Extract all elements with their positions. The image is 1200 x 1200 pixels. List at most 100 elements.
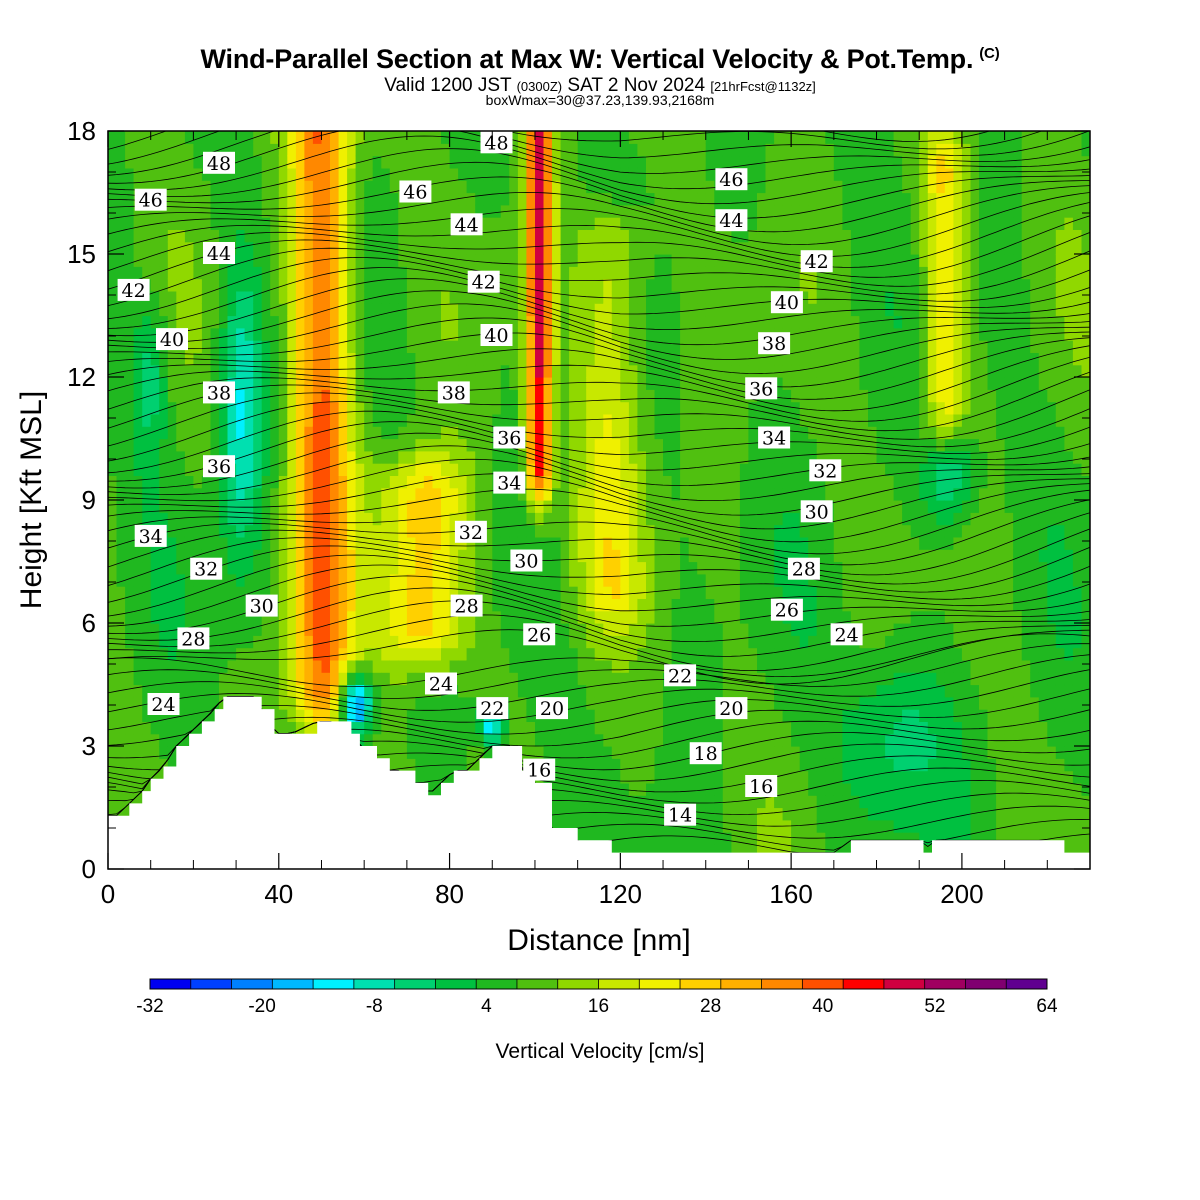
velocity-cell — [176, 500, 186, 513]
velocity-cell — [398, 598, 408, 612]
velocity-cell — [432, 143, 442, 157]
velocity-cell — [253, 217, 263, 230]
velocity-cell — [261, 303, 271, 317]
velocity-cell — [697, 364, 707, 378]
velocity-cell — [611, 229, 621, 243]
velocity-cell — [108, 364, 118, 378]
velocity-cell — [176, 229, 186, 243]
velocity-cell — [705, 290, 715, 304]
velocity-cell — [304, 204, 314, 218]
velocity-cell — [449, 266, 459, 280]
velocity-cell — [663, 721, 673, 735]
velocity-cell — [560, 573, 570, 587]
velocity-cell — [483, 352, 493, 366]
velocity-cell — [748, 278, 758, 292]
velocity-cell — [347, 561, 357, 575]
velocity-cell — [697, 131, 707, 144]
velocity-cell — [278, 290, 288, 304]
velocity-cell — [261, 254, 271, 267]
velocity-cell — [569, 401, 579, 415]
velocity-cell — [774, 733, 784, 747]
velocity-cell — [227, 647, 237, 661]
velocity-cell — [611, 746, 621, 759]
velocity-cell — [791, 586, 801, 599]
velocity-cell — [432, 254, 442, 267]
velocity-cell — [184, 143, 194, 157]
velocity-cell — [355, 241, 365, 255]
velocity-cell — [611, 770, 621, 784]
velocity-cell — [509, 598, 519, 612]
velocity-cell — [688, 155, 698, 169]
velocity-cell — [731, 659, 741, 673]
velocity-cell — [295, 303, 305, 317]
velocity-cell — [731, 623, 741, 636]
velocity-cell — [270, 512, 280, 526]
velocity-cell — [628, 573, 638, 587]
velocity-cell — [603, 795, 613, 809]
velocity-cell — [808, 426, 818, 440]
velocity-cell — [304, 524, 314, 538]
velocity-cell — [697, 475, 707, 489]
velocity-cell — [535, 721, 545, 735]
velocity-cell — [739, 450, 749, 464]
velocity-cell — [791, 241, 801, 255]
velocity-cell — [381, 229, 391, 243]
velocity-cell — [193, 290, 203, 304]
velocity-cell — [441, 204, 451, 218]
velocity-cell — [517, 413, 527, 427]
velocity-cell — [688, 684, 698, 698]
velocity-cell — [517, 536, 527, 550]
velocity-cell — [159, 672, 169, 686]
velocity-cell — [193, 598, 203, 612]
velocity-cell — [774, 586, 784, 599]
velocity-cell — [517, 167, 527, 181]
velocity-cell — [748, 500, 758, 513]
velocity-cell — [611, 598, 621, 612]
velocity-cell — [449, 229, 459, 243]
velocity-cell — [236, 573, 246, 587]
velocity-cell — [492, 647, 502, 661]
velocity-cell — [133, 204, 143, 218]
velocity-cell — [782, 217, 792, 230]
velocity-cell — [364, 278, 374, 292]
velocity-cell — [372, 413, 382, 427]
velocity-cell — [646, 438, 656, 452]
velocity-cell — [586, 450, 596, 464]
velocity-cell — [782, 832, 792, 845]
velocity-cell — [577, 278, 587, 292]
velocity-cell — [133, 426, 143, 440]
velocity-cell — [517, 278, 527, 292]
velocity-cell — [423, 561, 433, 575]
velocity-cell — [774, 536, 784, 550]
velocity-cell — [150, 623, 160, 636]
velocity-cell — [355, 401, 365, 415]
velocity-cell — [210, 167, 220, 181]
velocity-cell — [500, 561, 510, 575]
velocity-cell — [184, 450, 194, 464]
velocity-cell — [671, 217, 681, 230]
velocity-cell — [304, 635, 314, 649]
velocity-cell — [586, 696, 596, 710]
velocity-cell — [535, 352, 545, 366]
velocity-cell — [671, 782, 681, 796]
velocity-cell — [586, 684, 596, 698]
velocity-cell — [782, 413, 792, 427]
velocity-cell — [654, 709, 664, 722]
velocity-cell — [167, 167, 177, 181]
velocity-cell — [611, 143, 621, 157]
velocity-cell — [697, 500, 707, 513]
velocity-cell — [133, 500, 143, 513]
velocity-cell — [227, 143, 237, 157]
velocity-cell — [782, 155, 792, 169]
velocity-cell — [663, 167, 673, 181]
velocity-cell — [125, 463, 135, 476]
velocity-cell — [355, 340, 365, 353]
velocity-cell — [201, 290, 211, 304]
velocity-cell — [244, 512, 254, 526]
velocity-cell — [611, 155, 621, 169]
velocity-cell — [236, 438, 246, 452]
velocity-cell — [116, 389, 126, 403]
velocity-cell — [193, 167, 203, 181]
velocity-cell — [415, 290, 425, 304]
velocity-cell — [526, 524, 536, 538]
